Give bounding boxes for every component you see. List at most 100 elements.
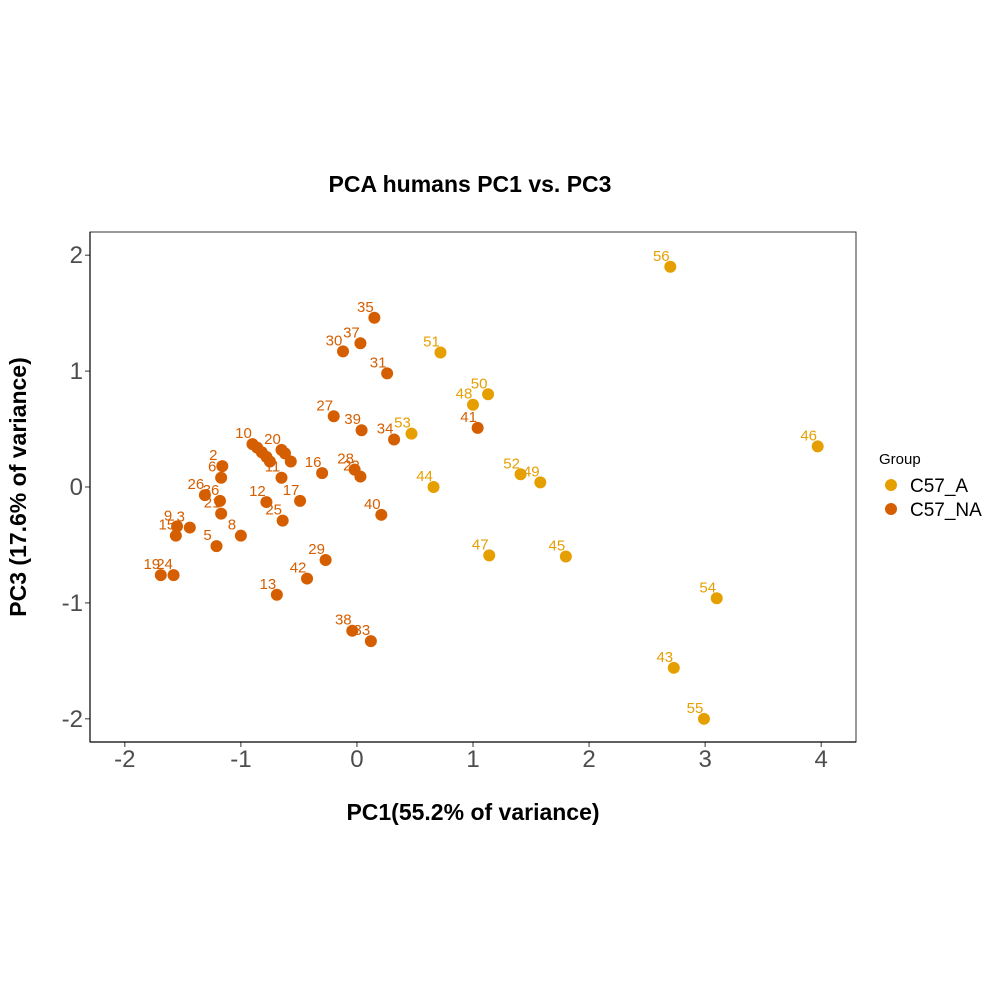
- data-point-label: 8: [228, 517, 236, 534]
- data-point-label: 24: [156, 556, 173, 573]
- data-point-label: 53: [394, 415, 411, 432]
- data-point-label: 54: [699, 579, 716, 596]
- data-point-label: 49: [523, 463, 540, 480]
- data-point-c57-na: [284, 455, 297, 468]
- data-point-label: 3: [177, 509, 185, 526]
- data-point-label: 28: [337, 451, 354, 468]
- data-point-label: 20: [264, 431, 281, 448]
- data-point-label: 17: [283, 482, 300, 499]
- data-point-c57-na: [263, 455, 276, 468]
- data-point-c57-na: [354, 337, 367, 350]
- data-point-label: 34: [377, 420, 394, 437]
- data-point-label: 39: [344, 411, 361, 428]
- data-point-c57-na: [215, 471, 228, 484]
- data-point-label: 43: [656, 649, 673, 666]
- legend-label-c57-na: C57_NA: [910, 500, 982, 521]
- data-point-label: 21: [204, 495, 221, 512]
- data-point-label: 47: [472, 536, 489, 553]
- data-point-c57-a: [467, 398, 479, 411]
- y-tick-label: 2: [70, 242, 83, 269]
- legend-swatch-c57-a: [885, 479, 897, 491]
- data-point-c57-na: [294, 494, 307, 507]
- data-point-c57-na: [260, 496, 273, 509]
- data-points: [154, 260, 824, 725]
- data-point-label: 22: [343, 458, 360, 475]
- data-point-c57-na: [183, 521, 196, 534]
- data-point-c57-na: [169, 529, 182, 542]
- legend: Group C57_A C57_NA: [879, 451, 982, 521]
- data-point-c57-na: [355, 424, 368, 437]
- data-point-label: 26: [188, 476, 205, 493]
- data-point-label: 25: [265, 502, 282, 519]
- x-tick-label: -2: [114, 746, 135, 773]
- data-point-c57-na: [319, 554, 332, 567]
- data-point-label: 16: [305, 454, 322, 471]
- data-point-c57-a: [664, 260, 677, 273]
- data-point-label: 38: [335, 612, 352, 629]
- data-point-label: 30: [326, 332, 343, 349]
- data-point-c57-na: [327, 410, 340, 423]
- data-point-c57-a: [667, 661, 680, 674]
- data-point-c57-a: [434, 346, 447, 359]
- data-point-c57-na: [234, 529, 247, 542]
- data-point-c57-na: [275, 471, 288, 484]
- data-point-label: 33: [354, 622, 371, 639]
- data-point-c57-a: [710, 592, 723, 605]
- x-axis-title: PC1(55.2% of variance): [346, 799, 599, 825]
- data-point-c57-na: [301, 572, 314, 585]
- data-point-c57-a: [534, 476, 547, 489]
- data-point-c57-na: [354, 470, 367, 483]
- data-point-label: 2: [209, 447, 217, 464]
- data-point-label: 15: [159, 517, 176, 534]
- x-tick-label: 1: [466, 746, 479, 773]
- data-point-label: 51: [423, 334, 440, 351]
- chart-title: PCA humans PC1 vs. PC3: [329, 171, 612, 197]
- data-point-label: 36: [203, 482, 220, 499]
- data-point-c57-na: [375, 508, 388, 521]
- data-point-label: 48: [456, 386, 473, 403]
- data-point-label: 19: [143, 556, 160, 573]
- data-point-c57-na: [154, 569, 167, 582]
- data-point-label: 42: [290, 560, 307, 577]
- data-point-label: 9: [164, 507, 172, 524]
- y-tick-label: 1: [70, 358, 83, 385]
- data-point-label: 29: [308, 541, 325, 558]
- data-point-label: 27: [316, 397, 333, 414]
- data-point-label: 6: [208, 459, 216, 476]
- data-point-label: 37: [343, 324, 360, 341]
- x-tick-label: -1: [230, 746, 251, 773]
- legend-swatch-c57-na: [885, 503, 897, 515]
- data-point-c57-a: [559, 550, 572, 563]
- data-point-c57-na: [381, 367, 394, 380]
- data-point-label: 45: [549, 538, 566, 555]
- data-point-label: 11: [265, 459, 281, 476]
- data-point-c57-na: [346, 624, 359, 637]
- data-point-label: 10: [235, 425, 252, 442]
- data-point-c57-a: [482, 388, 495, 401]
- data-point-c57-na: [337, 345, 350, 358]
- data-point-label: 13: [260, 576, 277, 593]
- data-point-label: 31: [370, 354, 387, 371]
- data-point-c57-a: [811, 440, 824, 453]
- y-tick-label: -1: [62, 590, 83, 617]
- x-tick-label: 3: [698, 746, 711, 773]
- legend-label-c57-a: C57_A: [910, 476, 968, 497]
- data-point-label: 52: [503, 455, 520, 472]
- data-point-c57-na: [198, 489, 211, 502]
- data-point-label: 50: [471, 375, 488, 392]
- data-point-c57-na: [270, 588, 283, 601]
- data-point-c57-na: [213, 494, 226, 507]
- data-point-label: 55: [687, 700, 704, 717]
- x-tick-label: 2: [582, 746, 595, 773]
- data-point-label: 5: [203, 527, 211, 544]
- data-point-c57-na: [167, 569, 180, 582]
- data-point-c57-na: [215, 507, 228, 520]
- data-point-c57-na: [276, 514, 289, 527]
- data-point-label: 41: [460, 409, 477, 426]
- data-point-label: 12: [249, 483, 266, 500]
- y-tick-label: -2: [62, 706, 83, 733]
- y-axis-ticks: -2 -1 0 1 2: [62, 242, 90, 733]
- x-axis-ticks: -2 -1 0 1 2 3 4: [114, 742, 828, 773]
